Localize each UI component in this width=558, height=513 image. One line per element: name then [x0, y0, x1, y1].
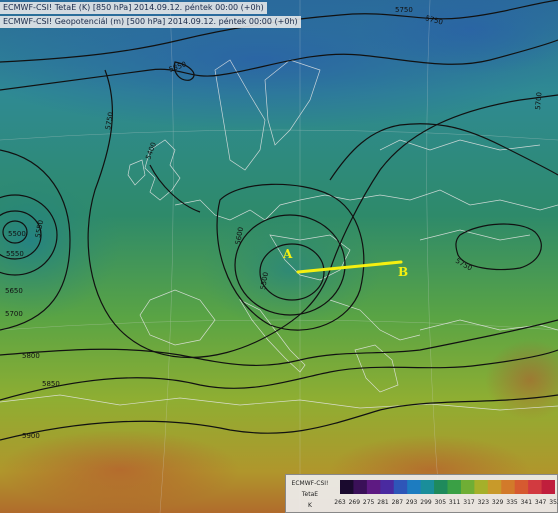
legend-tick-label: 317 [463, 499, 475, 506]
legend-tick-label: 305 [434, 499, 447, 506]
contour-label: 5850 [42, 380, 60, 388]
contour-label: 5600 [234, 226, 245, 245]
legend-swatch [353, 480, 368, 494]
legend-swatch [393, 480, 408, 494]
contour-label: 5650 [5, 287, 23, 295]
contour-label: 5550 [6, 250, 24, 258]
contour-label: 5700 [5, 310, 23, 318]
legend-swatch [366, 480, 381, 494]
legend-tick-label: 299 [420, 499, 432, 506]
legend-model: ECMWF-CSI! [291, 480, 329, 487]
legend-swatch [460, 480, 475, 494]
legend-tick-label: 275 [362, 499, 375, 506]
legend-swatch [487, 480, 502, 494]
color-legend: ECMWF-CSI! TetaE K 263 269 275 281 287 293 299… [285, 474, 558, 513]
legend-swatch [514, 480, 529, 494]
point-a-label: A [282, 247, 293, 261]
legend-swatch [380, 480, 395, 494]
legend-swatch [407, 480, 422, 494]
geopotential-contours [0, 0, 558, 441]
legend-swatch [528, 480, 543, 494]
legend-unit: K [308, 502, 312, 509]
legend-swatch [501, 480, 516, 494]
legend-tick-label: 323 [477, 499, 490, 506]
point-b-label: B [398, 265, 408, 279]
legend-tick-label: 281 [377, 499, 389, 506]
header-line-1: ECMWF-CSI! TetaE (K) [850 hPa] 2014.09.1… [0, 2, 267, 14]
legend-tick-label: 341 [520, 499, 533, 506]
contour-label: 5550 [34, 219, 45, 238]
legend-color-bar [340, 480, 555, 494]
contour-label: 5900 [22, 432, 40, 440]
legend-swatch [447, 480, 462, 494]
header-line-2: ECMWF-CSI! Geopotenciál (m) [500 hPa] 20… [0, 16, 301, 28]
legend-swatch [541, 480, 555, 494]
legend-swatch [340, 480, 354, 494]
legend-tick-label: 263 [334, 499, 346, 506]
contour-label: 5500 [259, 271, 270, 290]
legend-tick-label: 329 [491, 499, 504, 506]
legend-tick-label: 335 [506, 499, 518, 506]
legend-swatch [434, 480, 448, 494]
cross-section-line [296, 260, 403, 274]
legend-tick-label: 287 [391, 499, 404, 506]
legend-tick-label: 353 [549, 499, 558, 506]
contour-label: 5750 [395, 6, 413, 14]
legend-swatch [420, 480, 435, 494]
contour-label: 5500 [8, 230, 26, 238]
legend-swatch [474, 480, 489, 494]
contour-label: 5700 [534, 92, 544, 110]
legend-tick-label: 311 [448, 499, 461, 506]
low-ring-1 [0, 194, 58, 276]
legend-tick-label: 269 [348, 499, 361, 506]
contour-labels: 5400 5500 5550 5550 5600 5650 5700 5700 … [5, 6, 544, 440]
legend-tick-label: 293 [405, 499, 418, 506]
legend-ticks: 263 269 275 281 287 293 299 305 311 317 323 329 335 3… [334, 499, 558, 509]
contour-label: 5750 [104, 111, 115, 130]
legend-variable: TetaE [301, 491, 319, 498]
legend-tick-label: 347 [534, 499, 547, 506]
contour-label: 5800 [22, 352, 40, 360]
